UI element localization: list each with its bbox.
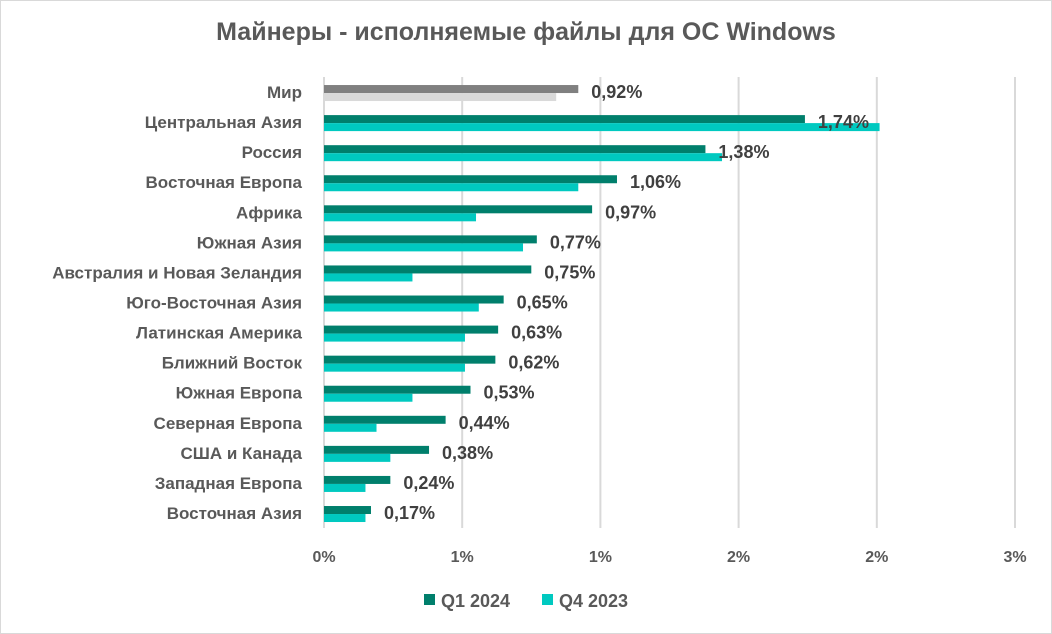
legend-swatch	[542, 594, 553, 605]
data-label: 0,65%	[517, 293, 568, 313]
bar-q1-2024	[324, 85, 579, 94]
legend-label: Q1 2024	[441, 591, 510, 611]
data-label: 0,92%	[591, 82, 642, 102]
bar-q1-2024	[324, 235, 537, 244]
bar-q1-2024	[324, 445, 430, 454]
data-label: 0,62%	[508, 353, 559, 373]
bar-q4-2023	[324, 243, 524, 252]
bar-q1-2024	[324, 475, 391, 484]
category-label: Восточная Азия	[167, 504, 302, 523]
data-label: 1,38%	[718, 142, 769, 162]
category-label: США и Канада	[180, 444, 302, 463]
data-label: 0,75%	[544, 262, 595, 282]
bar-q1-2024	[324, 355, 496, 364]
bar-q1-2024	[324, 145, 706, 154]
category-label: Африка	[236, 203, 302, 222]
category-label: Южная Европа	[176, 384, 303, 403]
x-tick-label: 2%	[865, 549, 888, 566]
x-tick-label: 0%	[312, 549, 335, 566]
bar-q4-2023	[324, 123, 880, 132]
bar-q4-2023	[324, 93, 557, 102]
category-label: Юго-Восточная Азия	[126, 294, 302, 313]
bar-q4-2023	[324, 363, 465, 372]
category-label: Восточная Европа	[146, 173, 303, 192]
legend-label: Q4 2023	[559, 591, 628, 611]
bar-q4-2023	[324, 273, 413, 282]
data-label: 0,17%	[384, 503, 435, 523]
bar-q1-2024	[324, 325, 499, 334]
category-label: Южная Азия	[197, 233, 302, 252]
data-label: 0,38%	[442, 443, 493, 463]
bar-q1-2024	[324, 115, 805, 124]
data-label: 0,63%	[511, 323, 562, 343]
legend-swatch	[424, 594, 435, 605]
data-label: 1,74%	[818, 112, 869, 132]
bar-q1-2024	[324, 385, 471, 394]
category-label: Мир	[267, 83, 302, 102]
bar-q4-2023	[324, 514, 366, 523]
category-label: Россия	[242, 143, 302, 162]
bar-q4-2023	[324, 213, 477, 222]
bar-q4-2023	[324, 153, 723, 162]
category-label: Центральная Азия	[145, 113, 302, 132]
bar-q4-2023	[324, 483, 366, 492]
bar-q4-2023	[324, 183, 579, 192]
x-tick-label: 3%	[1003, 549, 1026, 566]
data-label: 0,44%	[459, 413, 510, 433]
category-label: Ближний Восток	[162, 354, 303, 373]
chart-title: Майнеры - исполняемые файлы для ОС Windo…	[216, 18, 836, 46]
data-label: 0,24%	[403, 473, 454, 493]
bar-q4-2023	[324, 303, 479, 312]
bar-q1-2024	[324, 415, 446, 424]
bar-q4-2023	[324, 333, 465, 342]
category-label: Австралия и Новая Зеландия	[52, 263, 302, 282]
bar-q1-2024	[324, 295, 504, 304]
x-tick-label: 1%	[451, 549, 474, 566]
bar-q4-2023	[324, 393, 413, 402]
x-tick-label: 1%	[589, 549, 612, 566]
data-label: 1,06%	[630, 172, 681, 192]
data-label: 0,53%	[483, 383, 534, 403]
data-label: 0,97%	[605, 202, 656, 222]
category-label: Латинская Америка	[136, 324, 303, 343]
bar-q1-2024	[324, 506, 371, 515]
bar-q4-2023	[324, 453, 391, 462]
bar-q1-2024	[324, 175, 617, 184]
x-tick-label: 2%	[727, 549, 750, 566]
bar-q1-2024	[324, 205, 593, 214]
category-label: Западная Европа	[155, 474, 303, 493]
category-label: Северная Европа	[154, 414, 303, 433]
data-label: 0,77%	[550, 232, 601, 252]
bar-q4-2023	[324, 423, 377, 432]
bar-q1-2024	[324, 265, 532, 274]
